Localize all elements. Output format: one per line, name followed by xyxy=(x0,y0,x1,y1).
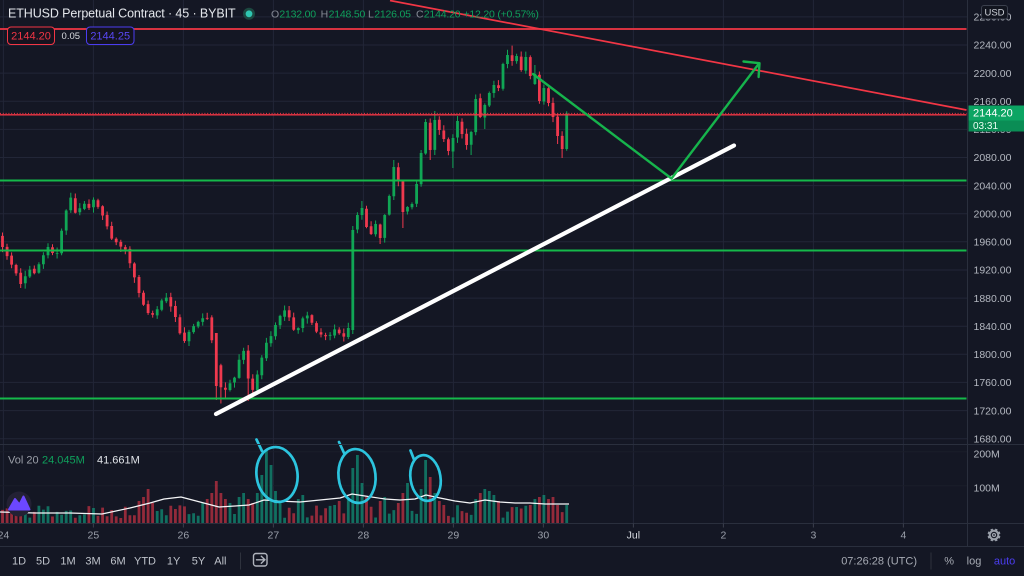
svg-text:6M: 6M xyxy=(110,556,125,568)
svg-text:H: H xyxy=(321,9,328,21)
svg-text:1800.00: 1800.00 xyxy=(974,349,1012,361)
svg-text:30: 30 xyxy=(538,530,550,542)
svg-text:2144.20: 2144.20 xyxy=(973,108,1013,120)
svg-text:28: 28 xyxy=(358,530,370,542)
svg-text:1760.00: 1760.00 xyxy=(974,377,1012,389)
svg-text:0.05: 0.05 xyxy=(62,31,81,42)
svg-text:2144.25: 2144.25 xyxy=(90,31,130,43)
svg-text:1920.00: 1920.00 xyxy=(974,265,1012,277)
svg-text:2148.50: 2148.50 xyxy=(329,9,366,21)
svg-text:26: 26 xyxy=(178,530,190,542)
svg-text:2144.20: 2144.20 xyxy=(11,31,51,43)
svg-text:C: C xyxy=(416,9,424,21)
svg-text:1680.00: 1680.00 xyxy=(974,433,1012,445)
svg-text:27: 27 xyxy=(268,530,280,542)
svg-text:+12.20 (+0.57%): +12.20 (+0.57%) xyxy=(463,9,538,21)
svg-text:100M: 100M xyxy=(974,483,1000,495)
svg-text:2144.20: 2144.20 xyxy=(424,9,461,21)
svg-text:%: % xyxy=(944,556,954,568)
svg-text:Vol 20: Vol 20 xyxy=(8,455,39,467)
svg-text:24: 24 xyxy=(0,530,9,542)
svg-text:25: 25 xyxy=(88,530,100,542)
svg-text:5D: 5D xyxy=(36,556,50,568)
svg-text:1960.00: 1960.00 xyxy=(974,237,1012,249)
svg-text:USD: USD xyxy=(984,8,1004,19)
svg-text:2160.00: 2160.00 xyxy=(974,96,1012,108)
svg-text:1880.00: 1880.00 xyxy=(974,293,1012,305)
svg-text:All: All xyxy=(214,556,226,568)
svg-text:1720.00: 1720.00 xyxy=(974,405,1012,417)
svg-text:1M: 1M xyxy=(60,556,75,568)
svg-text:3M: 3M xyxy=(85,556,100,568)
svg-text:2: 2 xyxy=(720,530,726,542)
svg-text:2132.00: 2132.00 xyxy=(279,9,316,21)
svg-text:2080.00: 2080.00 xyxy=(974,152,1012,164)
svg-text:29: 29 xyxy=(448,530,460,542)
svg-text:3: 3 xyxy=(810,530,816,542)
svg-text:2126.05: 2126.05 xyxy=(374,9,411,21)
svg-text:ETHUSD Perpetual Contract · 45: ETHUSD Perpetual Contract · 45 · BYBIT xyxy=(8,7,236,21)
svg-text:5Y: 5Y xyxy=(192,556,206,568)
svg-text:L: L xyxy=(368,9,374,21)
svg-text:YTD: YTD xyxy=(134,556,156,568)
svg-text:24.045M: 24.045M xyxy=(42,455,85,467)
svg-text:2240.00: 2240.00 xyxy=(974,40,1012,52)
svg-text:Jul: Jul xyxy=(627,530,640,542)
svg-text:4: 4 xyxy=(900,530,906,542)
svg-text:2200.00: 2200.00 xyxy=(974,68,1012,80)
svg-text:03:31: 03:31 xyxy=(973,121,998,132)
svg-text:1D: 1D xyxy=(12,556,26,568)
svg-text:2040.00: 2040.00 xyxy=(974,180,1012,192)
svg-text:1840.00: 1840.00 xyxy=(974,321,1012,333)
svg-text:log: log xyxy=(967,556,982,568)
svg-text:2000.00: 2000.00 xyxy=(974,208,1012,220)
svg-text:07:26:28 (UTC): 07:26:28 (UTC) xyxy=(841,556,917,568)
svg-text:O: O xyxy=(271,9,279,21)
svg-text:1Y: 1Y xyxy=(167,556,181,568)
svg-text:auto: auto xyxy=(994,556,1015,568)
svg-text:200M: 200M xyxy=(974,449,1000,461)
svg-text:41.661M: 41.661M xyxy=(97,455,140,467)
